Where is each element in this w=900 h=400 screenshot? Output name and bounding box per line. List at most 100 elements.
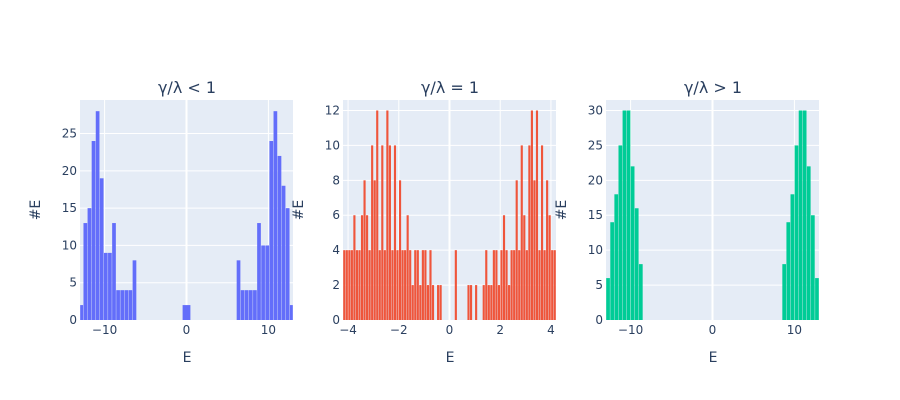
- histogram-bar: [802, 110, 807, 320]
- histogram-bar: [257, 223, 261, 320]
- histogram-bar: [132, 260, 137, 320]
- histogram-bar: [794, 145, 799, 320]
- histogram-bar: [120, 290, 125, 320]
- histogram-bar: [253, 290, 257, 320]
- histogram-bar: [513, 250, 516, 320]
- histogram-bar: [505, 250, 508, 320]
- histogram-bar: [467, 285, 470, 320]
- histogram-bar: [414, 250, 417, 320]
- histogram-bar: [80, 305, 84, 320]
- x-tick-label: −4: [339, 323, 357, 337]
- panel-gamma-equal-1: 0 2 4 6 8 10 12 −4 −2 0 2 4 γ/λ = 1 E #E: [291, 78, 556, 366]
- histogram-bar: [424, 250, 427, 320]
- histogram-bar: [520, 145, 523, 320]
- histogram-bar: [401, 250, 404, 320]
- histogram-bar: [782, 264, 787, 320]
- histogram-bar: [528, 145, 531, 320]
- histogram-bar: [83, 223, 88, 320]
- plot-area: 0 2 4 6 8 10 12 −4 −2 0 2 4: [325, 100, 556, 337]
- histogram-bar: [350, 250, 353, 320]
- x-tick-label: −10: [618, 323, 643, 337]
- histogram-bar: [416, 250, 419, 320]
- histogram-bar: [535, 110, 539, 320]
- histogram-bar: [393, 145, 397, 320]
- histogram-bar: [99, 178, 104, 320]
- histogram-bar: [409, 250, 412, 320]
- histogram-bar: [622, 110, 627, 320]
- panel-title: γ/λ < 1: [158, 78, 216, 97]
- histogram-bar: [533, 180, 536, 320]
- x-tick-label: 0: [709, 323, 717, 337]
- panel-title: γ/λ = 1: [421, 78, 479, 97]
- histogram-bar: [431, 285, 435, 320]
- histogram-bar: [91, 141, 96, 320]
- y-tick-label: 25: [588, 138, 603, 152]
- histogram-bar: [630, 166, 635, 320]
- x-tick-label: 4: [547, 323, 555, 337]
- histogram-bar: [553, 250, 556, 320]
- histogram-bar: [358, 250, 361, 320]
- y-tick-label: 10: [325, 138, 340, 152]
- histogram-bar: [406, 215, 409, 320]
- histogram-bar: [128, 290, 133, 320]
- histogram-bar: [273, 111, 278, 321]
- histogram-bar: [495, 250, 498, 320]
- histogram-bar: [95, 111, 100, 321]
- histogram-bar: [383, 250, 386, 320]
- histogram-bar: [116, 290, 120, 320]
- histogram-bar: [108, 252, 112, 320]
- histogram-bar: [515, 180, 518, 320]
- x-tick-label: 0: [446, 323, 454, 337]
- x-tick-label: −10: [92, 323, 117, 337]
- histogram-bar: [634, 208, 639, 320]
- y-tick-label: 5: [69, 276, 77, 290]
- histogram-bar: [421, 250, 424, 320]
- x-axis-label: E: [709, 350, 718, 366]
- histogram-bar: [404, 250, 407, 320]
- histogram-bar: [485, 250, 488, 320]
- histogram-bar: [289, 305, 293, 320]
- histogram-bar: [381, 145, 384, 320]
- x-tick-label: 0: [183, 323, 191, 337]
- plot-area: 0 5 10 15 20 25 −10 0 10: [62, 100, 293, 337]
- histogram-bar: [626, 110, 631, 320]
- y-tick-label: 12: [325, 103, 340, 117]
- y-tick-label: 20: [588, 173, 603, 187]
- histogram-bar: [437, 285, 440, 320]
- histogram-bar: [87, 208, 92, 320]
- histogram-bar: [811, 215, 815, 320]
- histogram-bar: [790, 194, 795, 320]
- histogram-bar: [368, 250, 371, 320]
- histogram-bar: [439, 285, 442, 320]
- histogram-bar: [285, 208, 290, 320]
- histogram-bar: [345, 250, 348, 320]
- bars: [80, 111, 293, 321]
- histogram-bar: [391, 250, 394, 320]
- histogram-bar: [386, 110, 389, 320]
- histogram-bar: [540, 145, 544, 320]
- histogram-bar: [518, 250, 521, 320]
- histogram-bar: [373, 180, 376, 320]
- histogram-bar: [343, 250, 346, 320]
- histogram-bar: [269, 141, 274, 320]
- histogram-bar: [638, 264, 643, 320]
- histogram-bar: [419, 285, 422, 320]
- histogram-bar: [396, 250, 399, 320]
- y-tick-label: 0: [69, 313, 77, 327]
- y-tick-label: 2: [332, 278, 340, 292]
- y-axis-label: #E: [28, 200, 44, 221]
- histogram-bar: [482, 285, 485, 320]
- histogram-bar: [429, 250, 432, 320]
- histogram-bar: [261, 245, 265, 320]
- y-tick-label: 30: [588, 103, 603, 117]
- histogram-bar: [240, 290, 245, 320]
- histogram-bar: [411, 285, 414, 320]
- histogram-bar: [112, 223, 116, 320]
- histogram-bar: [265, 245, 270, 320]
- histogram-bar: [614, 194, 619, 320]
- histogram-bar: [182, 305, 191, 320]
- histogram-bar: [606, 278, 610, 320]
- histogram-bar: [551, 250, 554, 320]
- histogram-bar: [355, 250, 359, 320]
